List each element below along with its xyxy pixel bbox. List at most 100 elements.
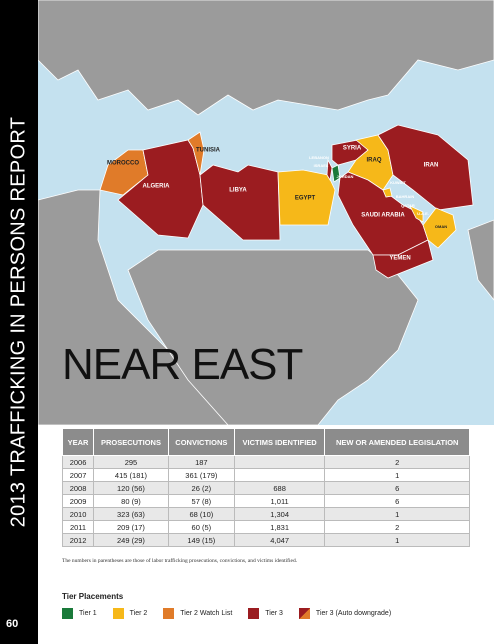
table-cell: 4,047: [233, 533, 326, 547]
sidebar: 2013 TRAFFICKING IN PERSONS REPORT 60: [0, 0, 38, 644]
legend-swatch: [298, 608, 310, 619]
table-cell: 2: [324, 520, 470, 534]
table-cell: 1,304: [233, 507, 326, 521]
table-cell: 1: [324, 533, 470, 547]
table-cell: 120 (56): [93, 481, 169, 495]
table-cell: [233, 455, 326, 469]
legend-label: Tier 2: [129, 610, 148, 617]
table-cell: 149 (15): [167, 533, 235, 547]
countries: [99, 124, 474, 279]
country-label: OMAN: [435, 224, 447, 229]
country-label: IRAQ: [367, 158, 382, 164]
country-label: QATAR: [401, 203, 415, 208]
legend-swatch: [112, 608, 124, 619]
country-label: U.A.E.: [417, 211, 429, 216]
country-label: YEMEN: [389, 256, 410, 262]
country: [409, 205, 424, 223]
country-label: JORDAN: [337, 174, 354, 179]
table-cell: 249 (29): [93, 533, 169, 547]
legend-swatch: [62, 608, 73, 619]
table-cell: 1,831: [233, 520, 326, 534]
country-label: ISRAEL: [314, 163, 329, 168]
table-cell: 2007: [61, 468, 95, 482]
country: [187, 131, 205, 176]
legend-label: Tier 3 (Auto downgrade): [315, 610, 392, 617]
table-cell: 57 (8): [167, 494, 235, 508]
table-cell: 1: [324, 507, 470, 521]
table-row: 2009 80 (9) 57 (8) 1,011 6: [61, 494, 470, 508]
table-cell: 2008: [61, 481, 95, 495]
legend-item: Tier 2: [112, 608, 148, 619]
legend-item: Tier 2 Watch List: [163, 608, 232, 619]
table-cell: 295: [93, 455, 169, 469]
table-cell: 361 (179): [167, 468, 235, 482]
country: [326, 158, 333, 182]
land: [38, 0, 494, 425]
table-cell: 415 (181): [93, 468, 169, 482]
table-cell: 2010: [61, 507, 95, 521]
country-label: LEBANON: [309, 155, 329, 160]
legend: Tier 1 Tier 2 Tier 2 Watch List Tier 3 Tier …: [62, 608, 391, 619]
table-body: 2006 295 187 2 2007 415 (181) 361 (179) 1 2008 12…: [61, 455, 470, 547]
column-header: VICTIMS IDENTIFIED: [233, 428, 326, 456]
country-label: LIBYA: [229, 188, 247, 194]
page-number: 60: [6, 618, 19, 630]
table-cell: 2012: [61, 533, 95, 547]
country-label: KUWAIT: [390, 180, 406, 185]
country-label: SAUDI ARABIA: [361, 213, 405, 219]
table-header: YEAR PROSECUTIONS CONVICTIONS VICTIMS IDENT…: [61, 428, 470, 456]
legend-label: Tier 1: [79, 610, 97, 617]
region-title: NEAR EAST: [62, 340, 303, 389]
report-title: 2013 TRAFFICKING IN PERSONS REPORT: [7, 116, 30, 528]
country-label: ALGERIA: [143, 184, 171, 190]
column-header: NEW OR AMENDED LEGISLATION: [324, 428, 470, 456]
table-cell: 80 (9): [93, 494, 169, 508]
table-cell: 1,011: [233, 494, 326, 508]
table-cell: 6: [324, 481, 470, 495]
country-label: EGYPT: [295, 196, 316, 202]
table-cell: 1: [324, 468, 470, 482]
country-label: TUNISIA: [196, 148, 221, 154]
table-cell: 26 (2): [167, 481, 235, 495]
data-table: YEAR PROSECUTIONS CONVICTIONS VICTIMS IDENT…: [61, 428, 470, 547]
table-cell: 2011: [61, 520, 95, 534]
footnote: The numbers in parentheses are those of …: [62, 558, 298, 564]
table-cell: 187: [167, 455, 235, 469]
table-row: 2007 415 (181) 361 (179) 1: [61, 468, 470, 482]
table-cell: 2: [324, 455, 470, 469]
country: [382, 187, 393, 198]
legend-swatch: [248, 608, 260, 619]
column-header: YEAR: [61, 428, 95, 456]
legend-item: Tier 1: [62, 608, 97, 619]
legend-label: Tier 2 Watch List: [180, 610, 233, 617]
country-label: MOROCCO: [107, 161, 139, 167]
table-row: 2010 323 (63) 68 (10) 1,304 1: [61, 507, 470, 521]
table-cell: 2006: [61, 455, 95, 469]
table-cell: 688: [233, 481, 326, 495]
country: [422, 207, 457, 249]
map: MOROCCO ALGERIA TUNISIA LIBYA EGYPT LEBA…: [38, 0, 494, 425]
column-header: PROSECUTIONS: [93, 428, 169, 456]
country: [277, 169, 336, 226]
country-label: SYRIA: [343, 146, 362, 152]
table-row: 2012 249 (29) 149 (15) 4,047 1: [61, 533, 470, 547]
table-row: 2006 295 187 2: [61, 455, 470, 469]
legend-item: Tier 3: [248, 608, 283, 619]
table-cell: 323 (63): [93, 507, 169, 521]
country: [377, 124, 474, 211]
country-label: BAHRAIN: [396, 194, 415, 199]
table-cell: 2009: [61, 494, 95, 508]
table-row: 2011 209 (17) 60 (5) 1,831 2: [61, 520, 470, 534]
legend-item: Tier 3 (Auto downgrade): [298, 608, 392, 619]
legend-swatch: [163, 608, 175, 619]
table-row: 2008 120 (56) 26 (2) 688 6: [61, 481, 470, 495]
legend-label: Tier 3: [265, 610, 283, 617]
column-header: CONVICTIONS: [167, 428, 235, 456]
country-label: IRAN: [424, 163, 439, 169]
table-cell: 68 (10): [167, 507, 235, 521]
table-cell: 60 (5): [167, 520, 235, 534]
legend-title: Tier Placements: [62, 592, 124, 601]
table-cell: [233, 468, 326, 482]
table-cell: 209 (17): [93, 520, 169, 534]
